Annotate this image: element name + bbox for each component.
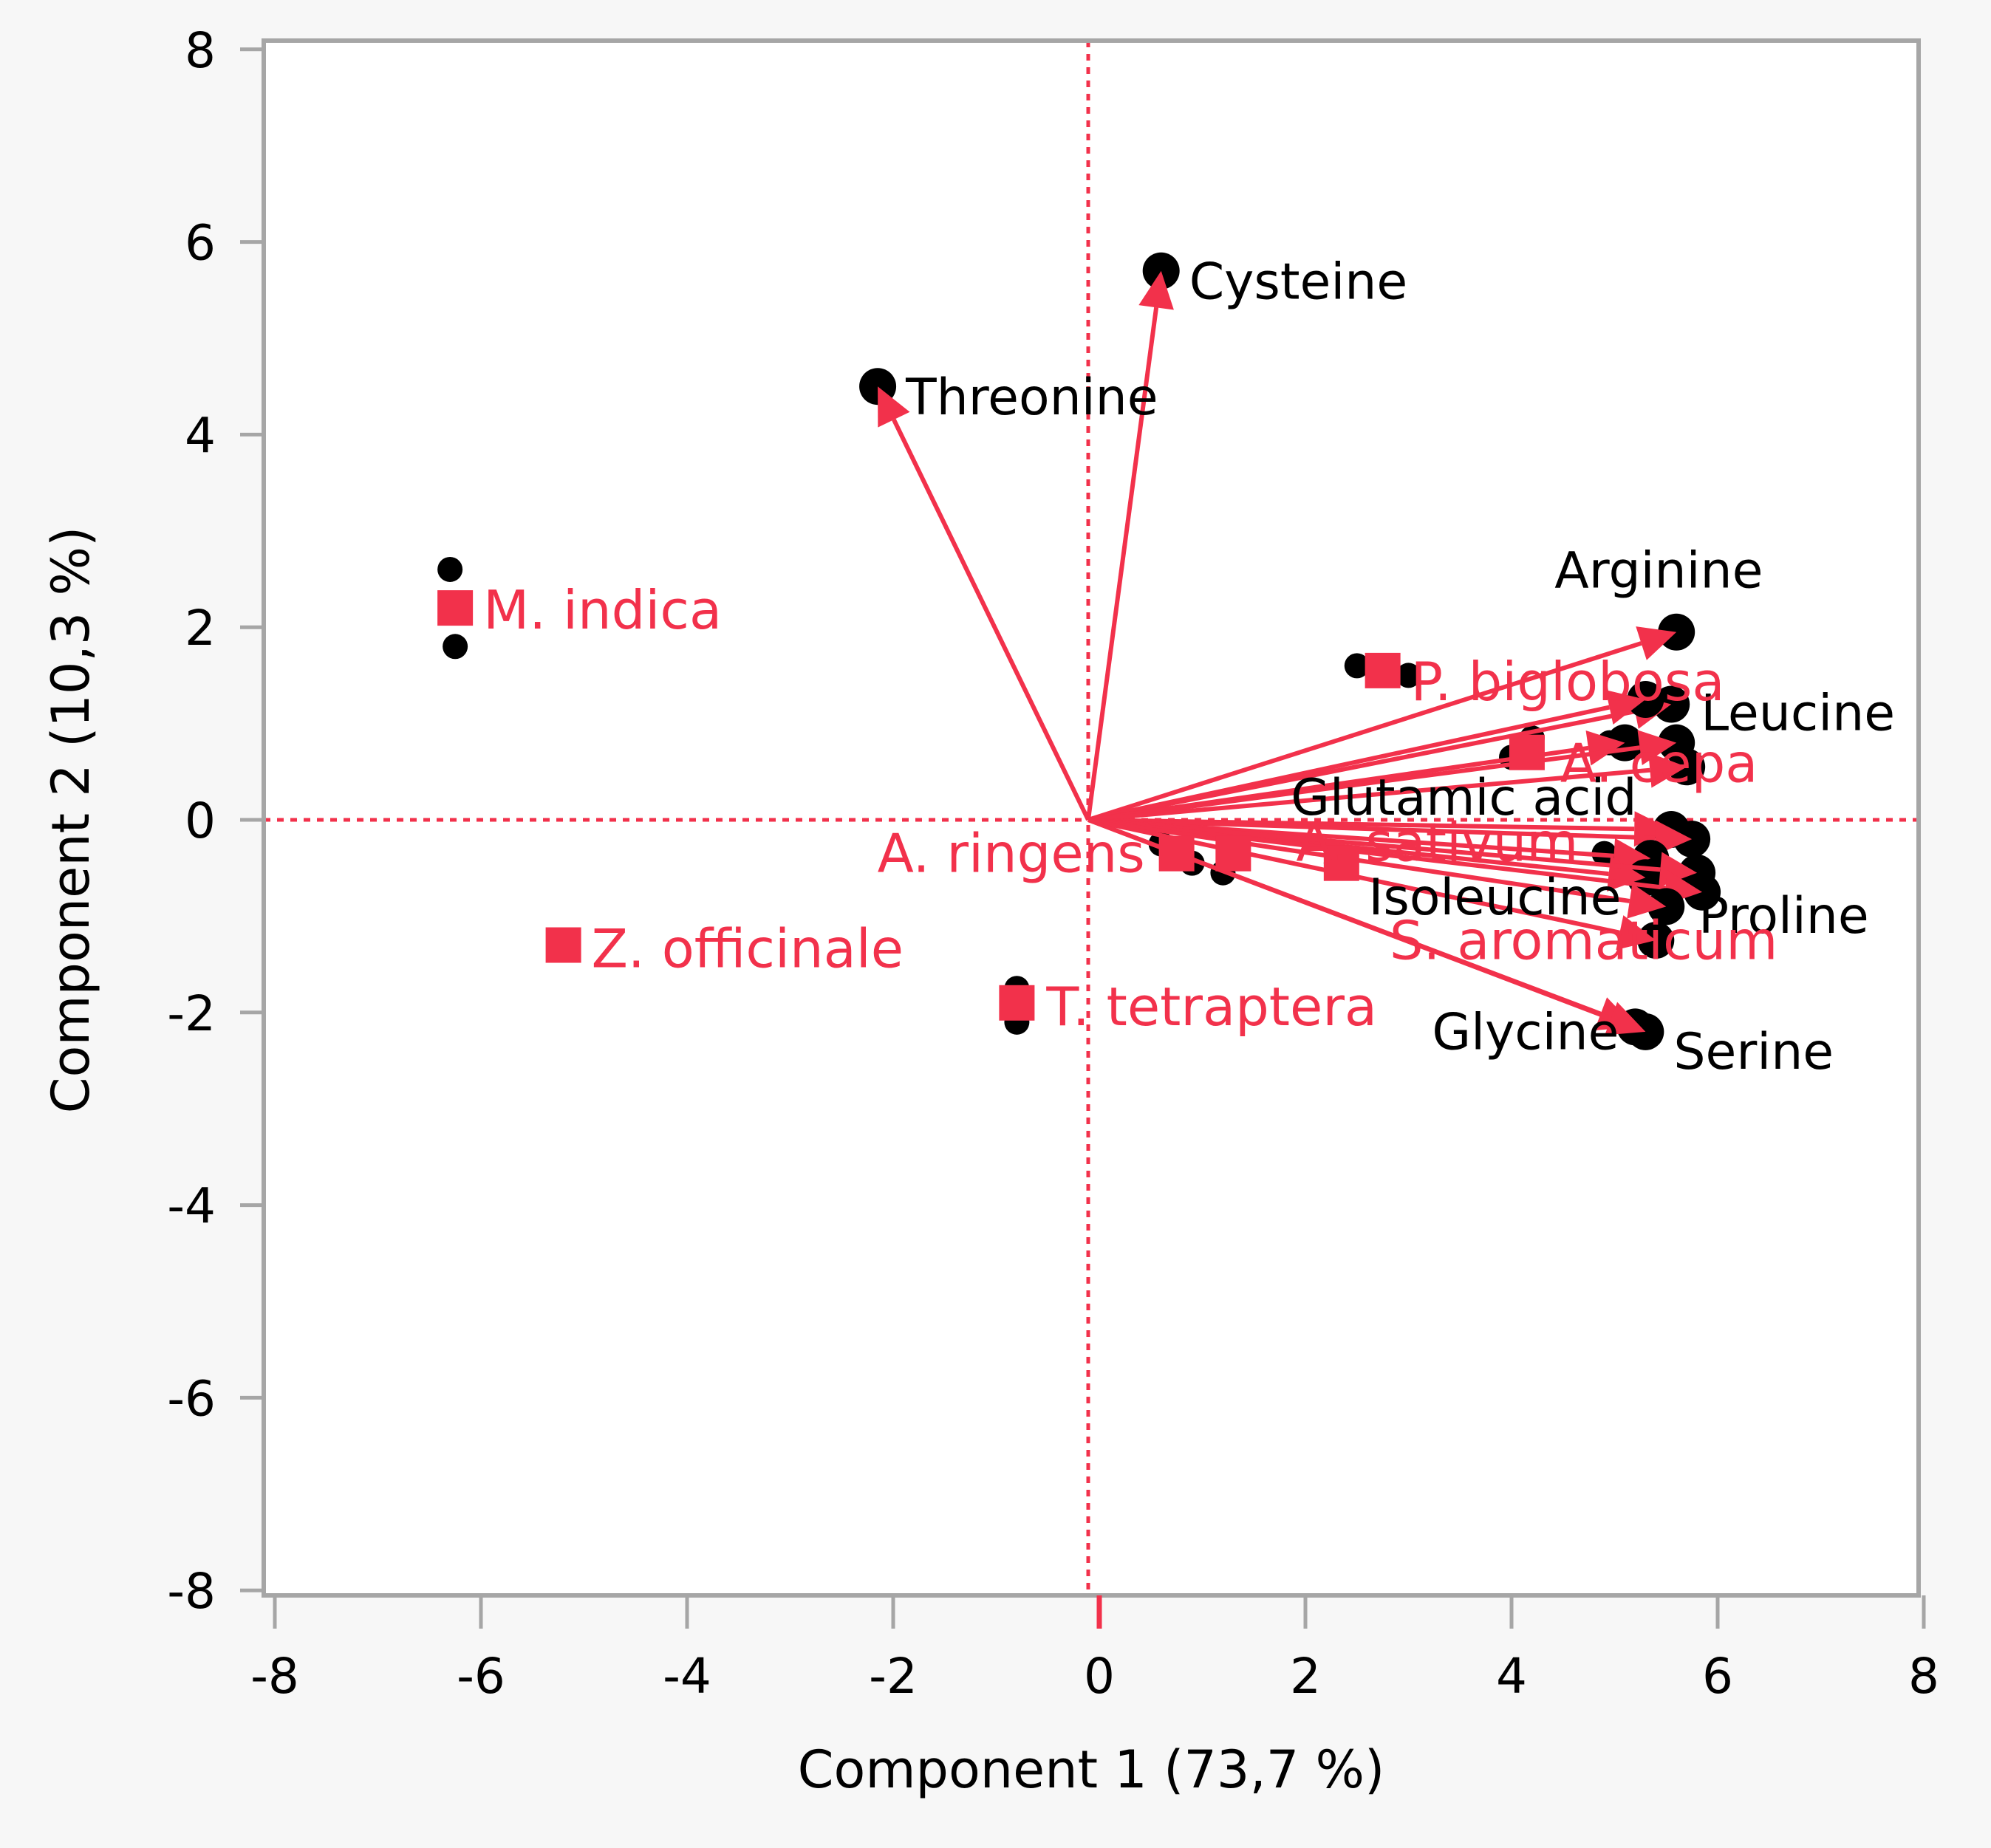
sample-labels: M. indica Z. officinale T. tetraptera P. bi… (483, 579, 1777, 1038)
sample-label: A. sativum (1296, 812, 1578, 874)
loading-arrow-head (1605, 690, 1646, 725)
loading-arrow (1087, 681, 1664, 822)
sample-label: T. tetraptera (1045, 976, 1377, 1038)
y-tick-label: -2 (167, 985, 216, 1042)
observation-point (443, 634, 468, 660)
loading-arrow-head (1605, 1002, 1646, 1036)
loading-arrow (1087, 748, 1706, 822)
sample-marker (1158, 835, 1195, 872)
variable-label: Threonine (905, 369, 1158, 427)
loading-arrow-head (1636, 626, 1677, 660)
y-tick-label: 6 (185, 215, 216, 272)
observation-point (1396, 663, 1421, 688)
sample-label: P. biglobosa (1411, 651, 1725, 713)
x-tick-label: 4 (1496, 1648, 1527, 1705)
loading-arrow-head (1585, 730, 1625, 766)
loading-arrow-head (1616, 915, 1656, 951)
sample-label: S. aromaticum (1390, 910, 1778, 972)
variable-label: Leucine (1701, 685, 1895, 743)
sample-marker (999, 985, 1035, 1021)
y-tick-label: -8 (167, 1563, 216, 1620)
loading-arrow (1087, 613, 1695, 822)
x-axis-title: Component 1 (73,7 %) (798, 1739, 1385, 1800)
loading-arrow-head (1627, 883, 1667, 919)
loading-arrow-shaft (1086, 307, 1159, 821)
sample-markers (437, 590, 1545, 1021)
y-axis-ticks: 8 6 4 2 0 -2 -4 -6 -8 (167, 22, 264, 1620)
y-tick-label: 8 (185, 22, 216, 79)
x-tick-label: -6 (457, 1648, 505, 1705)
loading-arrow-shaft (1087, 705, 1611, 822)
variable-label: Glutamic acid (1291, 769, 1636, 827)
x-tick-label: 8 (1908, 1648, 1939, 1705)
sample-marker (545, 927, 581, 963)
loading-arrow-shaft (1087, 745, 1641, 822)
loading-arrow-shaft (1087, 767, 1650, 822)
variable-label: Isoleucine (1368, 869, 1621, 927)
loading-arrow-head (1138, 270, 1174, 310)
sample-marker (1365, 652, 1401, 688)
x-tick-label: -2 (869, 1648, 918, 1705)
y-tick-label: 2 (185, 600, 216, 657)
sample-marker (437, 590, 474, 626)
x-tick-label: 6 (1702, 1648, 1733, 1705)
variable-label: Arginine (1554, 542, 1763, 600)
loading-arrow-head (1648, 752, 1687, 788)
sample-marker (1509, 734, 1545, 770)
loading-arrow-shaft (1087, 818, 1656, 841)
loading-arrow-shaft (892, 418, 1090, 821)
sample-marker (1215, 835, 1251, 872)
observation-point (1344, 653, 1370, 679)
x-tick-label: 0 (1084, 1648, 1115, 1705)
variable-label: Proline (1698, 887, 1869, 945)
x-axis-ticks: -8 -6 -4 -2 0 2 4 6 8 (250, 1595, 1939, 1705)
x-tick-label: -4 (663, 1648, 711, 1705)
variable-label: Glycine (1432, 1003, 1619, 1061)
variable-labels: Cysteine Threonine Arginine Leucine Glutamic… (905, 253, 1895, 1081)
loading-arrow-shaft (1087, 818, 1666, 890)
x-tick-label: 2 (1290, 1648, 1321, 1705)
loading-arrow (1087, 724, 1695, 822)
loading-arrow-shaft (1087, 818, 1661, 872)
variable-label: Serine (1673, 1023, 1834, 1081)
observation-point (437, 556, 463, 582)
variable-label: Cysteine (1189, 253, 1407, 312)
sample-label: A. cepa (1560, 733, 1758, 795)
sample-label: A. ringens (878, 823, 1145, 885)
x-tick-label: -8 (250, 1648, 299, 1705)
loading-arrow (1086, 252, 1180, 821)
y-tick-label: 0 (185, 793, 216, 849)
loading-arrow (859, 368, 1090, 821)
sample-marker (1323, 845, 1359, 881)
y-tick-label: 4 (185, 407, 216, 464)
loading-arrows (859, 252, 1721, 1050)
loading-arrow-shaft (1087, 641, 1642, 822)
y-tick-label: -6 (167, 1370, 216, 1427)
loading-arrow-head (1637, 730, 1677, 765)
sample-label: M. indica (483, 579, 722, 641)
loading-arrow-head (878, 386, 910, 428)
y-tick-label: -4 (167, 1178, 216, 1235)
sample-label: Z. officinale (592, 918, 904, 980)
y-axis-title: Component 2 (10,3 %) (41, 527, 101, 1114)
